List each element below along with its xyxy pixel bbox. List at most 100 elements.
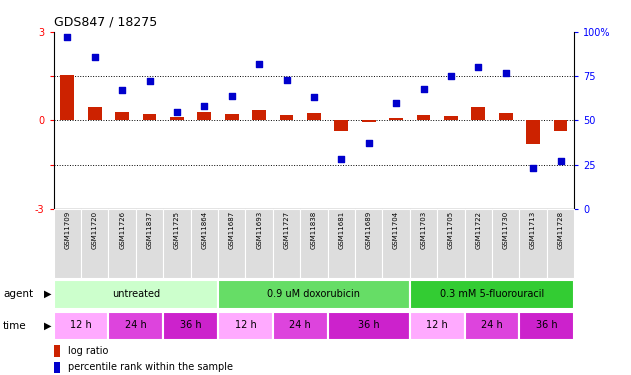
Text: GSM11726: GSM11726 <box>119 211 125 249</box>
Text: agent: agent <box>3 289 33 299</box>
Bar <box>464 312 519 340</box>
Text: GSM11709: GSM11709 <box>64 211 70 249</box>
Bar <box>163 312 218 340</box>
Text: 0.9 uM doxorubicin: 0.9 uM doxorubicin <box>268 288 360 298</box>
Text: GSM11837: GSM11837 <box>146 211 153 249</box>
Text: 36 h: 36 h <box>180 320 201 330</box>
Text: ▶: ▶ <box>44 289 52 299</box>
Bar <box>136 209 163 278</box>
Bar <box>191 209 218 278</box>
Bar <box>307 113 321 120</box>
Text: GSM11722: GSM11722 <box>475 211 481 249</box>
Text: GSM11705: GSM11705 <box>448 211 454 249</box>
Text: GSM11687: GSM11687 <box>228 211 235 249</box>
Bar <box>471 107 485 120</box>
Text: GSM11727: GSM11727 <box>283 211 290 249</box>
Bar <box>54 362 60 374</box>
Bar <box>163 209 191 278</box>
Text: 12 h: 12 h <box>235 320 256 330</box>
Bar <box>499 113 512 120</box>
Text: GSM11693: GSM11693 <box>256 211 262 249</box>
Text: percentile rank within the sample: percentile rank within the sample <box>68 362 233 372</box>
Bar <box>410 209 437 278</box>
Point <box>254 61 264 67</box>
Point <box>62 34 73 40</box>
Text: 36 h: 36 h <box>536 320 558 330</box>
Text: 36 h: 36 h <box>358 320 379 330</box>
Point <box>500 70 510 76</box>
Point <box>90 54 100 60</box>
Bar <box>54 345 60 357</box>
Bar <box>109 209 136 278</box>
Point <box>528 165 538 171</box>
Bar <box>362 120 375 122</box>
Text: GSM11720: GSM11720 <box>91 211 98 249</box>
Bar <box>327 209 355 278</box>
Bar <box>198 112 211 120</box>
Text: GSM11730: GSM11730 <box>503 211 509 249</box>
Bar <box>464 209 492 278</box>
Point <box>227 93 237 99</box>
Text: 0.3 mM 5-fluorouracil: 0.3 mM 5-fluorouracil <box>440 288 544 298</box>
Bar <box>54 312 109 340</box>
Text: GDS847 / 18275: GDS847 / 18275 <box>54 15 157 28</box>
Text: 24 h: 24 h <box>481 320 503 330</box>
Bar <box>81 209 109 278</box>
Bar <box>273 312 327 340</box>
Bar <box>444 116 457 120</box>
Bar <box>526 120 540 144</box>
Text: 24 h: 24 h <box>290 320 311 330</box>
Bar <box>410 312 464 340</box>
Point <box>172 108 182 114</box>
Text: time: time <box>3 321 27 331</box>
Text: 12 h: 12 h <box>427 320 448 330</box>
Point <box>281 76 292 82</box>
Point <box>336 156 346 162</box>
Bar <box>218 280 410 309</box>
Bar <box>218 312 273 340</box>
Bar <box>88 107 102 120</box>
Text: GSM11703: GSM11703 <box>420 211 427 249</box>
Point <box>418 86 428 92</box>
Bar <box>218 209 245 278</box>
Bar <box>519 209 547 278</box>
Bar <box>273 209 300 278</box>
Text: untreated: untreated <box>112 288 160 298</box>
Bar <box>382 209 410 278</box>
Bar <box>170 117 184 120</box>
Bar <box>492 209 519 278</box>
Text: 24 h: 24 h <box>125 320 146 330</box>
Text: log ratio: log ratio <box>68 346 108 356</box>
Point <box>391 100 401 106</box>
Text: GSM11838: GSM11838 <box>311 211 317 249</box>
Bar <box>252 110 266 120</box>
Bar <box>54 209 81 278</box>
Point <box>446 73 456 79</box>
Bar <box>109 312 163 340</box>
Bar <box>143 114 156 120</box>
Text: GSM11681: GSM11681 <box>338 211 345 249</box>
Point <box>363 140 374 146</box>
Text: GSM11704: GSM11704 <box>393 211 399 249</box>
Bar <box>245 209 273 278</box>
Bar <box>553 120 567 131</box>
Text: ▶: ▶ <box>44 321 52 331</box>
Bar <box>389 118 403 120</box>
Text: GSM11864: GSM11864 <box>201 211 208 249</box>
Text: GSM11689: GSM11689 <box>366 211 372 249</box>
Text: GSM11713: GSM11713 <box>530 211 536 249</box>
Text: 12 h: 12 h <box>70 320 92 330</box>
Point <box>144 78 155 84</box>
Bar <box>334 120 348 131</box>
Bar <box>519 312 574 340</box>
Bar <box>410 280 574 309</box>
Bar <box>280 115 293 120</box>
Bar <box>225 114 239 120</box>
Bar <box>61 75 74 120</box>
Point <box>117 87 127 93</box>
Text: GSM11728: GSM11728 <box>558 211 563 249</box>
Point <box>309 94 319 100</box>
Bar <box>355 209 382 278</box>
Point <box>473 64 483 70</box>
Point <box>199 103 209 109</box>
